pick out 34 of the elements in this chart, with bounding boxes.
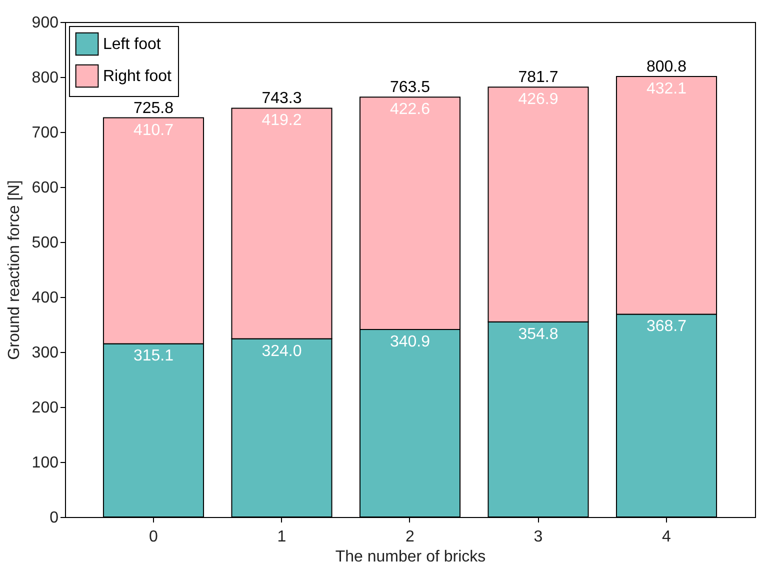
- y-tick-label: 800: [32, 70, 59, 86]
- y-tick-label: 0: [50, 510, 59, 526]
- y-tick-label: 100: [32, 454, 59, 472]
- y-tick-label: 400: [32, 290, 59, 306]
- x-tick-label: 4: [662, 528, 672, 546]
- y-tick-label: 900: [32, 14, 59, 32]
- x-tick-label: 1: [277, 528, 286, 546]
- total-label: 781.7: [518, 69, 558, 86]
- y-tick-label: 200: [32, 400, 59, 416]
- data-label: 410.7: [133, 122, 174, 139]
- x-tick-label: 3: [534, 528, 543, 546]
- data-label: 324.0: [262, 342, 302, 360]
- data-label: 315.1: [133, 348, 174, 365]
- data-label: 354.8: [518, 326, 558, 343]
- x-axis-title: The number of bricks: [335, 548, 486, 566]
- legend-label: Left foot: [103, 36, 162, 53]
- data-label: 419.2: [262, 112, 302, 130]
- y-tick-label: 600: [32, 180, 59, 196]
- data-label: 340.9: [390, 334, 430, 351]
- total-label: 800.8: [646, 58, 687, 76]
- data-label: 422.6: [390, 101, 430, 118]
- y-axis-title: Ground reaction force [N]: [6, 180, 23, 360]
- x-tick-label: 2: [406, 528, 415, 546]
- y-tick-label: 300: [32, 344, 59, 362]
- data-label: 432.1: [646, 80, 687, 98]
- data-label: 426.9: [518, 91, 558, 108]
- data-label: 368.7: [646, 318, 687, 336]
- x-tick-label: 0: [149, 528, 158, 546]
- total-label: 763.5: [390, 79, 430, 96]
- total-label: 725.8: [133, 100, 174, 117]
- y-tick-label: 700: [32, 124, 59, 142]
- y-tick-label: 500: [32, 234, 59, 252]
- total-label: 743.3: [262, 90, 302, 108]
- legend-label: Right foot: [103, 68, 172, 85]
